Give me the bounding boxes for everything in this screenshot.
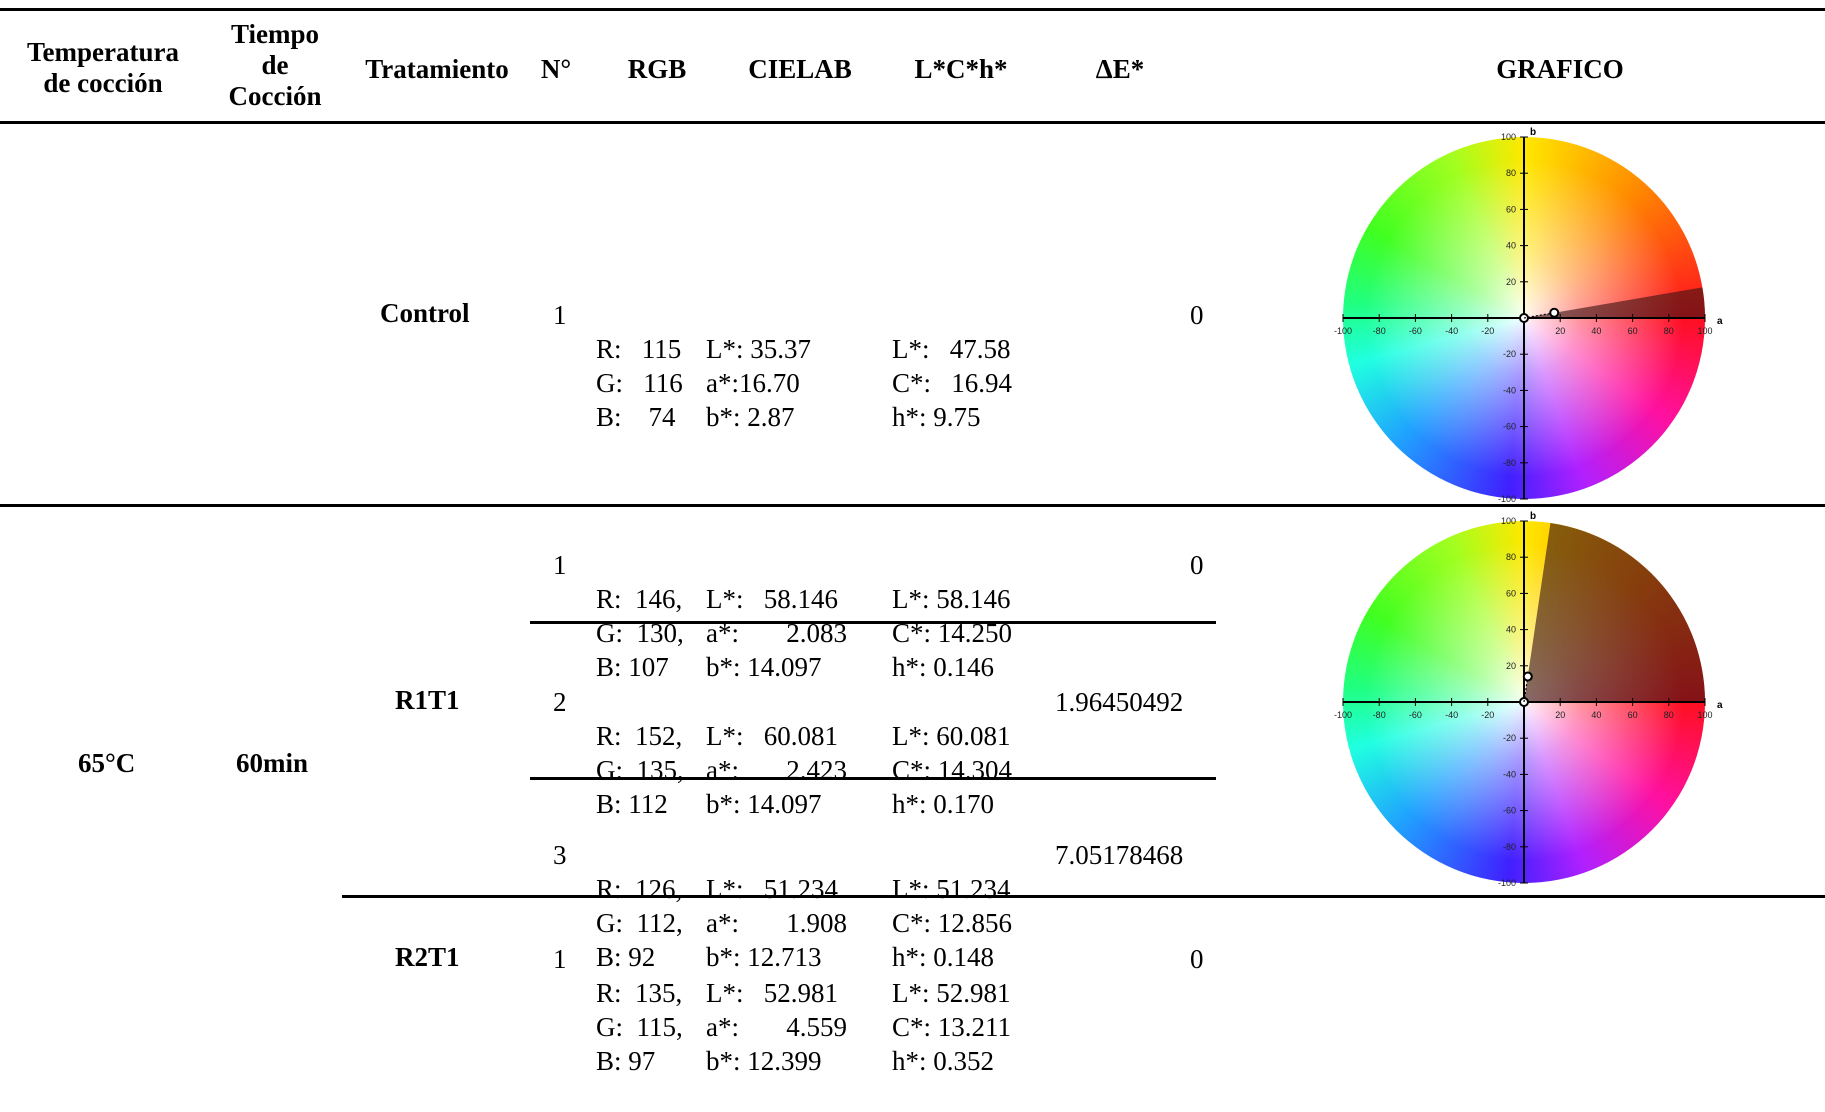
row-number: 1 [553,550,567,580]
rgb-values: R: 135, G: 115, B: 97 [596,978,683,1076]
a-tick-label: -40 [1445,710,1458,720]
a-tick-label: 60 [1628,326,1638,336]
a-tick-label: -100 [1334,326,1352,336]
treatment-control: Control [380,298,470,328]
lch-values: L*: 60.081 C*: 14.304 h*: 0.170 [892,721,1013,819]
b-tick-label: -60 [1503,422,1516,432]
a-tick-label: -20 [1481,326,1494,336]
b-tick-label: 80 [1506,552,1516,562]
b-tick-label: -80 [1503,458,1516,468]
top-rule [0,8,1825,11]
delta-e-value: 0 [1190,300,1204,330]
delta-e-value: 0 [1190,550,1204,580]
a-tick-label: 100 [1697,710,1712,720]
b-tick-label: 80 [1506,168,1516,178]
header-numero: N° [540,54,572,84]
color-wheel-chart: -100 -80 -60 -40 -20 20 40 60 80 100 100 80 60 40 20 -2… [1334,511,1723,888]
b-axis-label: b [1530,511,1536,522]
lch-values: L*: 52.981 C*: 13.211 h*: 0.352 [892,978,1012,1076]
delta-e-value: 1.96450492 [1055,687,1184,717]
color-wheel-overlay: -100 -80 -60 -40 -20 20 40 60 80 100 100 80 60 40 20 -2… [1334,511,1723,888]
sub-row-rule [530,621,1216,624]
group-tiempo: 60min [236,748,309,778]
b-tick-label: -40 [1503,385,1516,395]
data-point [1522,671,1533,682]
chroma-line [1523,312,1555,319]
cielab-values: L*: 52.981 a*: 4.559 b*: 12.399 [706,978,847,1076]
lch-values: L*: 47.58 C*: 16.94 h*: 9.75 [892,334,1013,432]
group-temperatura: 65°C [78,748,136,778]
cielab-values: L*: 51.234 a*: 1.908 b*: 12.713 [706,874,847,972]
a-tick-label: -60 [1409,710,1422,720]
lch-values: L*: 58.146 C*: 14.250 h*: 0.146 [892,584,1013,682]
b-tick-label: -80 [1503,842,1516,852]
header-rule [0,121,1825,124]
header-cielab: CIELAB [748,54,852,84]
header-rgb: RGB [627,54,687,84]
row-number: 2 [553,687,567,717]
b-tick-label: 40 [1506,241,1516,251]
rgb-values: R: 126, G: 112, B: 92 [596,874,683,972]
a-tick-label: -80 [1373,326,1386,336]
rgb-values: R: 152, G: 135, B: 112 [596,721,684,819]
header-tiempo: Tiempo de Cocción [228,19,322,111]
header-lch: L*C*h* [914,54,1008,84]
b-tick-label: 40 [1506,625,1516,635]
header-grafico: GRAFICO [1496,54,1624,84]
a-tick-label: -80 [1373,710,1386,720]
row-rule [0,504,1825,507]
b-tick-label: -100 [1498,494,1516,504]
hue-sector [1524,287,1705,318]
treatment-r2t1: R2T1 [395,942,460,972]
sub-row-rule [530,777,1216,780]
a-tick-label: -100 [1334,710,1352,720]
a-tick-label: -40 [1445,326,1458,336]
color-wheel-overlay: -100 -80 -60 -40 -20 20 40 60 80 100 100 80 60 40 20 -2… [1334,127,1723,504]
row-number: 3 [553,840,567,870]
b-tick-label: 60 [1506,588,1516,598]
b-axis-label: b [1530,127,1536,138]
treatment-r1t1: R1T1 [395,685,460,715]
row-number: 1 [553,944,567,974]
row-number: 1 [553,300,567,330]
header-temperatura: Temperatura de cocción [27,37,179,98]
a-axis-label: a [1717,316,1723,327]
delta-e-value: 0 [1190,944,1204,974]
group-rule [342,895,1825,898]
a-axis-label: a [1717,700,1723,711]
b-tick-label: 20 [1506,661,1516,671]
a-tick-label: 80 [1664,326,1674,336]
color-wheel-chart: -100 -80 -60 -40 -20 20 40 60 80 100 100 80 60 40 20 -2… [1334,127,1723,504]
data-point [1549,307,1560,318]
b-tick-label: -100 [1498,878,1516,888]
b-tick-label: -60 [1503,806,1516,816]
b-tick-label: 100 [1501,132,1516,142]
b-tick-label: -20 [1503,349,1516,359]
a-tick-label: 20 [1555,710,1565,720]
a-tick-label: 60 [1628,710,1638,720]
header-delta: ΔE* [1095,54,1145,84]
b-tick-label: -20 [1503,733,1516,743]
b-tick-label: -40 [1503,769,1516,779]
cielab-values: L*: 35.37 a*:16.70 b*: 2.87 [706,334,811,432]
a-tick-label: -60 [1409,326,1422,336]
a-tick-label: 100 [1697,326,1712,336]
a-tick-label: -20 [1481,710,1494,720]
header-tratamiento: Tratamiento [365,54,509,84]
cielab-values: L*: 60.081 a*: 2.423 b*: 14.097 [706,721,847,819]
hue-sector [1524,522,1705,702]
cielab-values: L*: 58.146 a*: 2.083 b*: 14.097 [706,584,847,682]
b-tick-label: 60 [1506,204,1516,214]
a-tick-label: 20 [1555,326,1565,336]
a-tick-label: 40 [1591,326,1601,336]
lch-values: L*: 51.234 C*: 12.856 h*: 0.148 [892,874,1013,972]
b-tick-label: 100 [1501,516,1516,526]
rgb-values: R: 115 G: 116 B: 74 [596,334,683,432]
a-tick-label: 80 [1664,710,1674,720]
delta-e-value: 7.05178468 [1055,840,1184,870]
a-tick-label: 40 [1591,710,1601,720]
b-tick-label: 20 [1506,277,1516,287]
